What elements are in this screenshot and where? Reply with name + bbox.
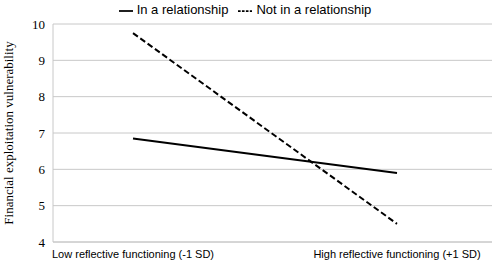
svg-text:8: 8: [39, 89, 46, 104]
svg-text:5: 5: [39, 198, 46, 213]
svg-text:Financial exploitation vulnera: Financial exploitation vulnerability: [8, 41, 16, 225]
svg-text:6: 6: [39, 162, 46, 177]
svg-text:High reflective functioning (+: High reflective functioning (+1 SD): [313, 248, 480, 260]
svg-text:7: 7: [39, 126, 46, 141]
svg-text:Low reflective functioning (-1: Low reflective functioning (-1 SD): [52, 248, 214, 260]
svg-text:10: 10: [32, 17, 45, 32]
svg-text:4: 4: [39, 235, 46, 250]
html-text:In a relationship: In a relationship: [136, 2, 229, 17]
html-text:Not in a relationship: Not in a relationship: [256, 2, 372, 17]
svg-text:9: 9: [39, 53, 46, 68]
